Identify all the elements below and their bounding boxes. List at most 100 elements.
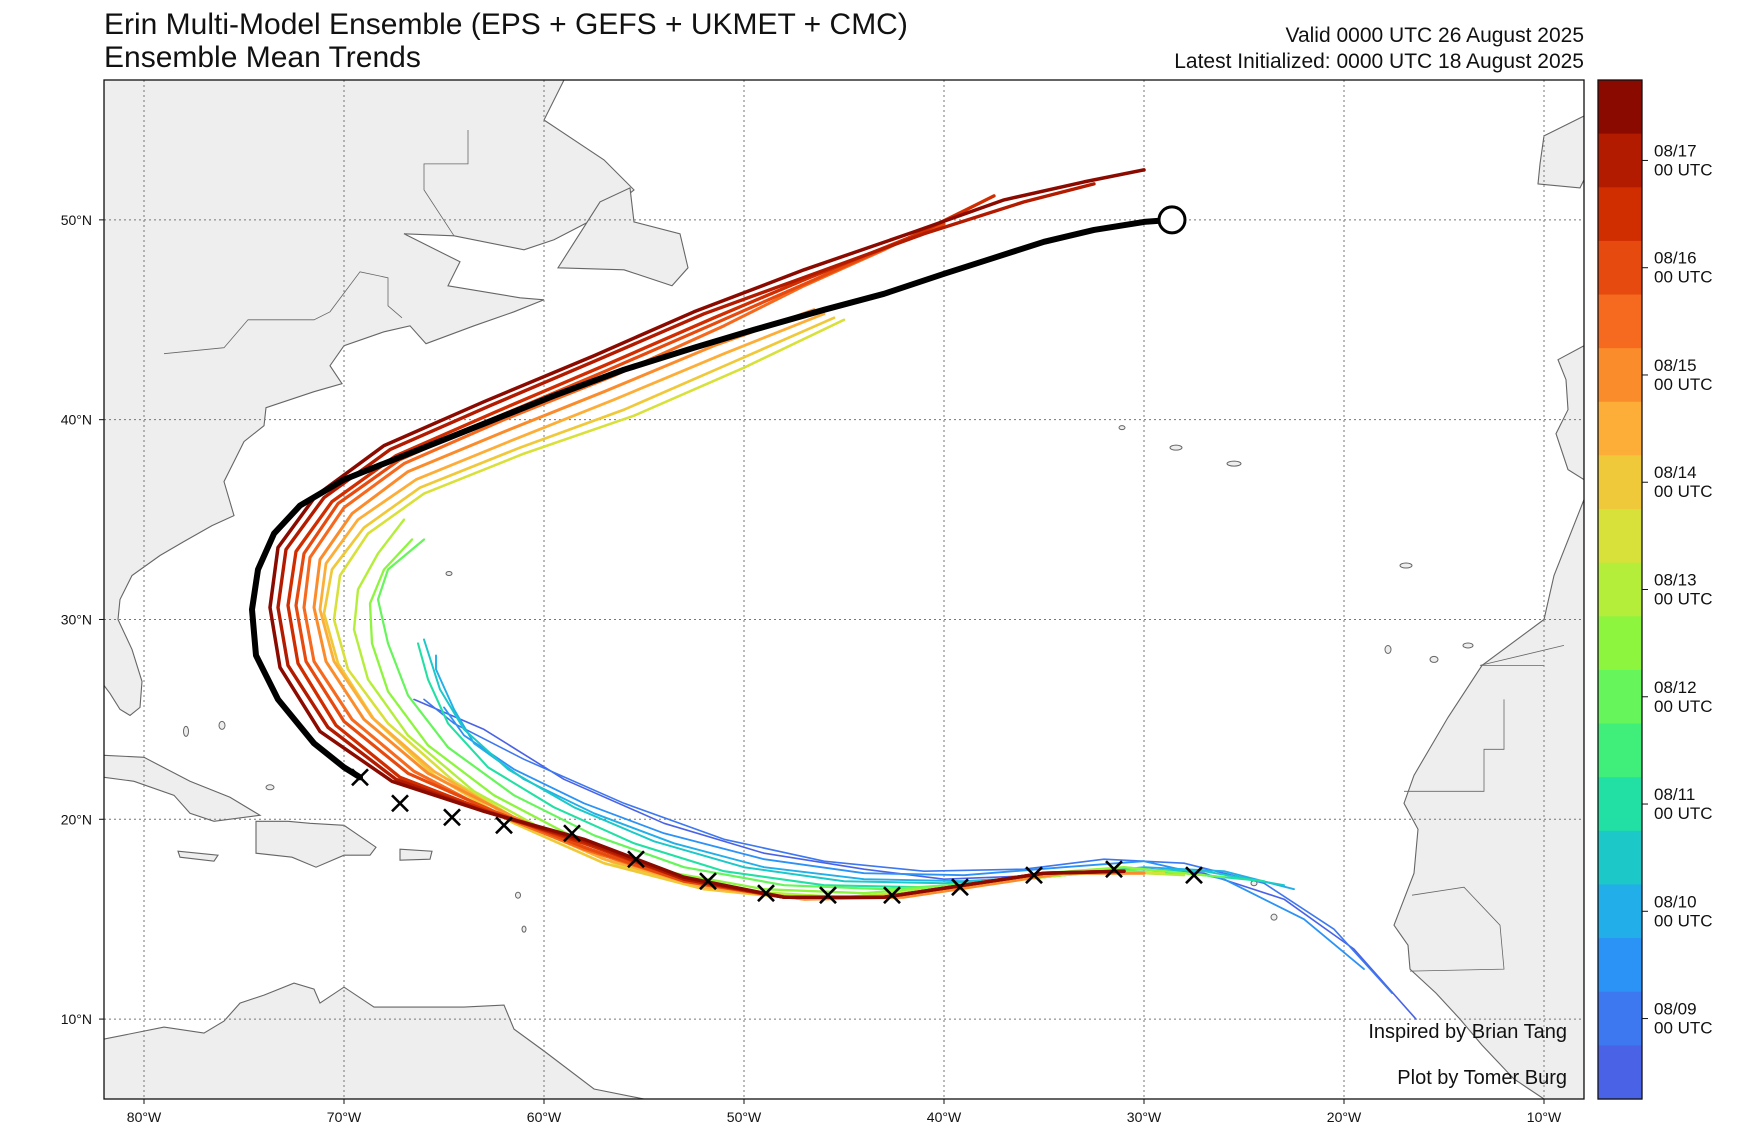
- forecast-track-5: [423, 638, 1285, 887]
- cape-verde-island-2: [1270, 913, 1278, 921]
- credit-plot: Plot by Tomer Burg: [1397, 1067, 1567, 1089]
- lon-tick-label: 30°W: [1127, 1109, 1162, 1125]
- lat-tick-label: 20°N: [61, 811, 92, 827]
- forecast-track-2: [423, 698, 1393, 994]
- colorbar-swatch: [1598, 187, 1642, 242]
- initialized-time: Latest Initialized: 0000 UTC 18 August 2…: [1174, 50, 1584, 73]
- canary-island-3: [1384, 644, 1392, 654]
- lesser-antilles-1: [515, 891, 521, 899]
- colorbar-swatch: [1598, 669, 1642, 725]
- ensemble-mean-track: [249, 216, 1175, 781]
- observed-position-marker: [1025, 866, 1043, 885]
- colorbar-swatch: [1598, 240, 1642, 296]
- colorbar-swatch: [1598, 455, 1642, 510]
- north-america-land: [104, 80, 635, 717]
- colorbar-swatch: [1598, 884, 1642, 939]
- lat-tick-label: 10°N: [61, 1011, 92, 1027]
- bahamas-island-2: [218, 720, 226, 730]
- colorbar-swatch: [1598, 830, 1642, 886]
- quebec-labrador-border: [423, 130, 469, 237]
- observed-position-marker: [627, 850, 645, 869]
- observed-position-marker: [1105, 860, 1123, 879]
- forecast-track-18: [268, 168, 1146, 899]
- colorbar-swatch: [1598, 1045, 1642, 1100]
- current-position-marker: [1157, 205, 1187, 235]
- forecast-track-13: [312, 308, 1146, 901]
- south-america-land: [104, 982, 645, 1099]
- bahamas-island-3: [265, 784, 275, 791]
- azores-island-2: [1169, 444, 1183, 451]
- lon-tick-label: 70°W: [327, 1109, 362, 1125]
- figure-subtitle: Ensemble Mean Trends: [104, 41, 421, 74]
- colorbar-date-label: 08/11: [1654, 785, 1695, 804]
- observed-positions: [351, 768, 1203, 905]
- us-canada-border: [163, 271, 403, 355]
- colorbar-swatch: [1598, 133, 1642, 188]
- colorbar-swatch: [1598, 348, 1642, 403]
- observed-position-marker: [757, 884, 775, 903]
- colorbar-swatch: [1598, 777, 1642, 832]
- colorbar-swatch: [1598, 991, 1642, 1046]
- colorbar-date-label: 08/17: [1654, 141, 1697, 160]
- figure-title: Erin Multi-Model Ensemble (EPS + GEFS + …: [104, 8, 908, 41]
- forecast-track-3: [443, 706, 1365, 970]
- colorbar-time-label: 00 UTC: [1654, 482, 1713, 501]
- lesser-antilles-2: [521, 925, 527, 933]
- colorbar-time-label: 00 UTC: [1654, 268, 1713, 287]
- forecast-tracks: [268, 168, 1417, 1020]
- credit-inspired: Inspired by Brian Tang: [1368, 1021, 1567, 1043]
- valid-time: Valid 0000 UTC 26 August 2025: [1286, 24, 1584, 47]
- current-position-layer: [1157, 205, 1187, 235]
- observed-position-marker: [819, 886, 837, 905]
- lat-tick-label: 30°N: [61, 611, 92, 627]
- azores-island-1: [1118, 425, 1126, 431]
- colorbar-swatch: [1598, 723, 1642, 778]
- map-panel: [104, 80, 1584, 1099]
- morocco-border: [1479, 645, 1565, 666]
- bahamas-island-1: [183, 725, 189, 737]
- colorbar-swatch: [1598, 509, 1642, 564]
- colorbar-date-label: 08/16: [1654, 249, 1697, 268]
- lon-tick-label: 50°W: [727, 1109, 762, 1125]
- colorbar-swatch: [1598, 616, 1642, 671]
- lon-tick-label: 40°W: [927, 1109, 962, 1125]
- observed-position-marker: [495, 816, 513, 835]
- observed-position-marker: [951, 878, 969, 897]
- lat-tick-label: 40°N: [61, 412, 92, 428]
- colorbar-date-label: 08/14: [1654, 463, 1697, 482]
- colorbar-time-label: 00 UTC: [1654, 160, 1713, 179]
- lon-tick-label: 10°W: [1527, 1109, 1562, 1125]
- colorbar-swatch: [1598, 938, 1642, 993]
- map-frame: [103, 79, 1585, 1100]
- colorbar-swatch: [1598, 562, 1642, 617]
- ensemble-mean-track-layer: [249, 216, 1175, 781]
- colorbar-date-label: 08/13: [1654, 571, 1697, 590]
- forecast-track-1: [413, 698, 1417, 1020]
- newfoundland-land: [557, 187, 689, 287]
- graticule: [104, 80, 1584, 1099]
- lat-tick-label: 50°N: [61, 212, 92, 228]
- ireland-land: [1537, 115, 1584, 189]
- colorbar-swatch: [1598, 80, 1642, 135]
- colorbar-time-label: 00 UTC: [1654, 375, 1713, 394]
- colorbar-swatch: [1598, 294, 1642, 349]
- puerto-rico-land: [399, 848, 433, 861]
- observed-position-marker: [699, 872, 717, 891]
- colorbar-date-label: 08/15: [1654, 356, 1697, 375]
- observed-position-marker: [1185, 866, 1203, 885]
- lon-tick-label: 80°W: [127, 1109, 162, 1125]
- observed-position-marker: [443, 808, 461, 827]
- observed-position-marker: [351, 768, 369, 787]
- azores-island-3: [1226, 460, 1242, 467]
- colorbar-time-label: 00 UTC: [1654, 697, 1713, 716]
- colorbar-time-label: 00 UTC: [1654, 590, 1713, 609]
- senegal-border: [1409, 886, 1505, 972]
- lon-tick-label: 20°W: [1327, 1109, 1362, 1125]
- observed-position-marker: [563, 824, 581, 843]
- land-layer: [104, 80, 1584, 1099]
- colorbar-swatch: [1598, 401, 1642, 457]
- colorbar-time-label: 00 UTC: [1654, 1019, 1713, 1038]
